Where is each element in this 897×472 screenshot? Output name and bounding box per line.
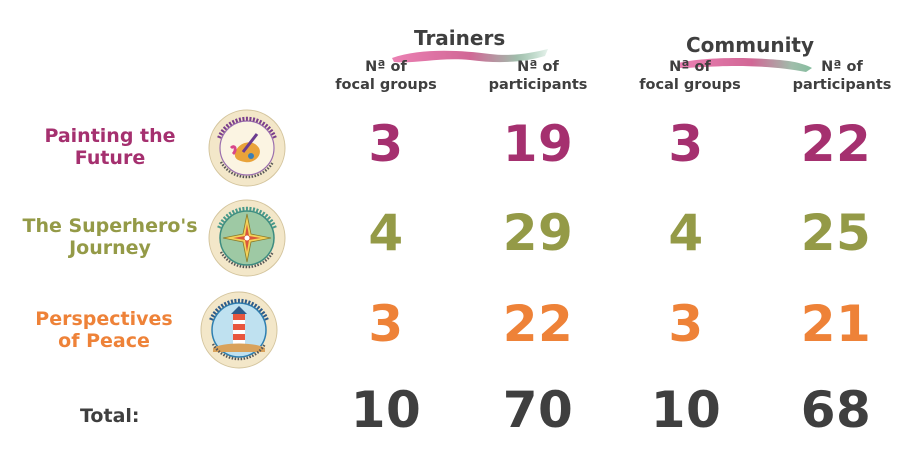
row-label-perspectives-of-peace: Perspectives of Peace (35, 308, 173, 352)
trainers-brush-stroke-icon (392, 49, 548, 63)
value-superhero-trainers-participants: 29 (502, 204, 574, 262)
value-painting-trainers-focal-groups: 3 (368, 115, 404, 173)
value-painting-community-focal-groups: 3 (668, 115, 704, 173)
row-label-superheros-journey: The Superhero's Journey (22, 215, 198, 259)
col-header-community-focal-groups: Nª of focal groups (639, 59, 741, 93)
value-perspectives-community-participants: 21 (800, 295, 872, 353)
col-header-trainers-focal-groups: Nª of focal groups (335, 59, 437, 93)
viaje-de-heroes-logo-icon (208, 199, 286, 277)
row-label-painting-the-future: Painting the Future (44, 125, 176, 169)
total-trainers-participants: 70 (502, 381, 574, 439)
total-label: Total: (80, 405, 140, 427)
total-community-participants: 68 (800, 381, 872, 439)
community-brush-stroke-icon (678, 58, 812, 72)
value-perspectives-trainers-focal-groups: 3 (368, 295, 404, 353)
value-painting-community-participants: 22 (800, 115, 872, 173)
total-community-focal-groups: 10 (650, 381, 722, 439)
value-perspectives-community-focal-groups: 3 (668, 295, 704, 353)
trainers-title: Trainers (414, 26, 506, 50)
pintando-el-futuro-logo-icon (208, 109, 286, 187)
value-superhero-community-participants: 25 (800, 204, 872, 262)
value-superhero-community-focal-groups: 4 (668, 204, 704, 262)
total-trainers-focal-groups: 10 (350, 381, 422, 439)
col-header-trainers-participants: Nª of participants (488, 59, 588, 93)
community-title: Community (686, 33, 815, 57)
value-superhero-trainers-focal-groups: 4 (368, 204, 404, 262)
value-perspectives-trainers-participants: 22 (502, 295, 574, 353)
col-header-community-participants: Nª of participants (792, 59, 892, 93)
perspectivas-de-paz-logo-icon (200, 291, 278, 369)
value-painting-trainers-participants: 19 (502, 115, 574, 173)
